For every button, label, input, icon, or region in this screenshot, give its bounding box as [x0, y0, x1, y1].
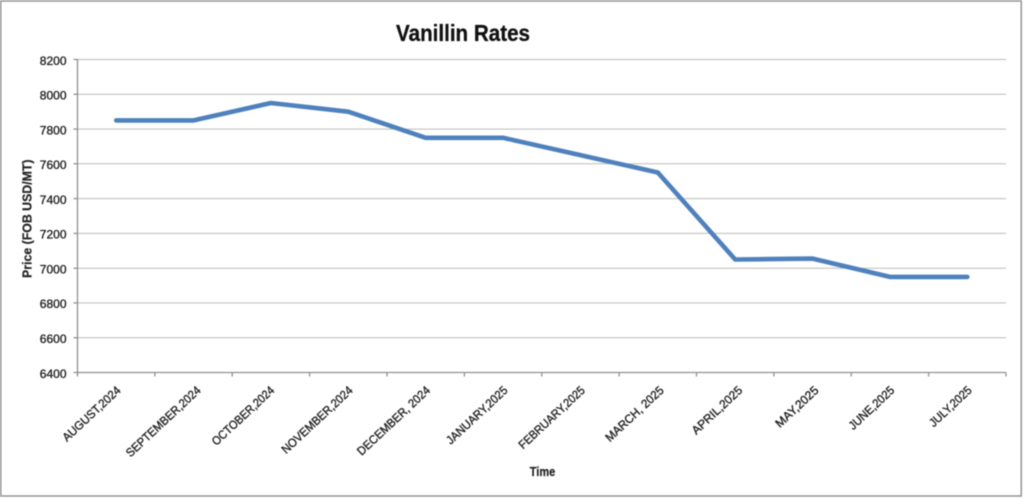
svg-text:Vanillin Rates: Vanillin Rates [396, 20, 530, 46]
svg-text:7600: 7600 [40, 158, 67, 172]
svg-text:6400: 6400 [40, 367, 67, 381]
svg-text:7200: 7200 [40, 228, 67, 242]
svg-text:6600: 6600 [40, 332, 67, 346]
svg-text:7800: 7800 [40, 123, 67, 137]
svg-text:Time: Time [530, 465, 556, 479]
svg-text:7400: 7400 [40, 193, 67, 207]
svg-text:8000: 8000 [40, 89, 67, 103]
svg-text:Price (FOB USD/MT): Price (FOB USD/MT) [21, 159, 35, 278]
svg-text:7000: 7000 [40, 263, 67, 277]
svg-text:8200: 8200 [40, 54, 67, 68]
svg-text:6800: 6800 [40, 297, 67, 311]
